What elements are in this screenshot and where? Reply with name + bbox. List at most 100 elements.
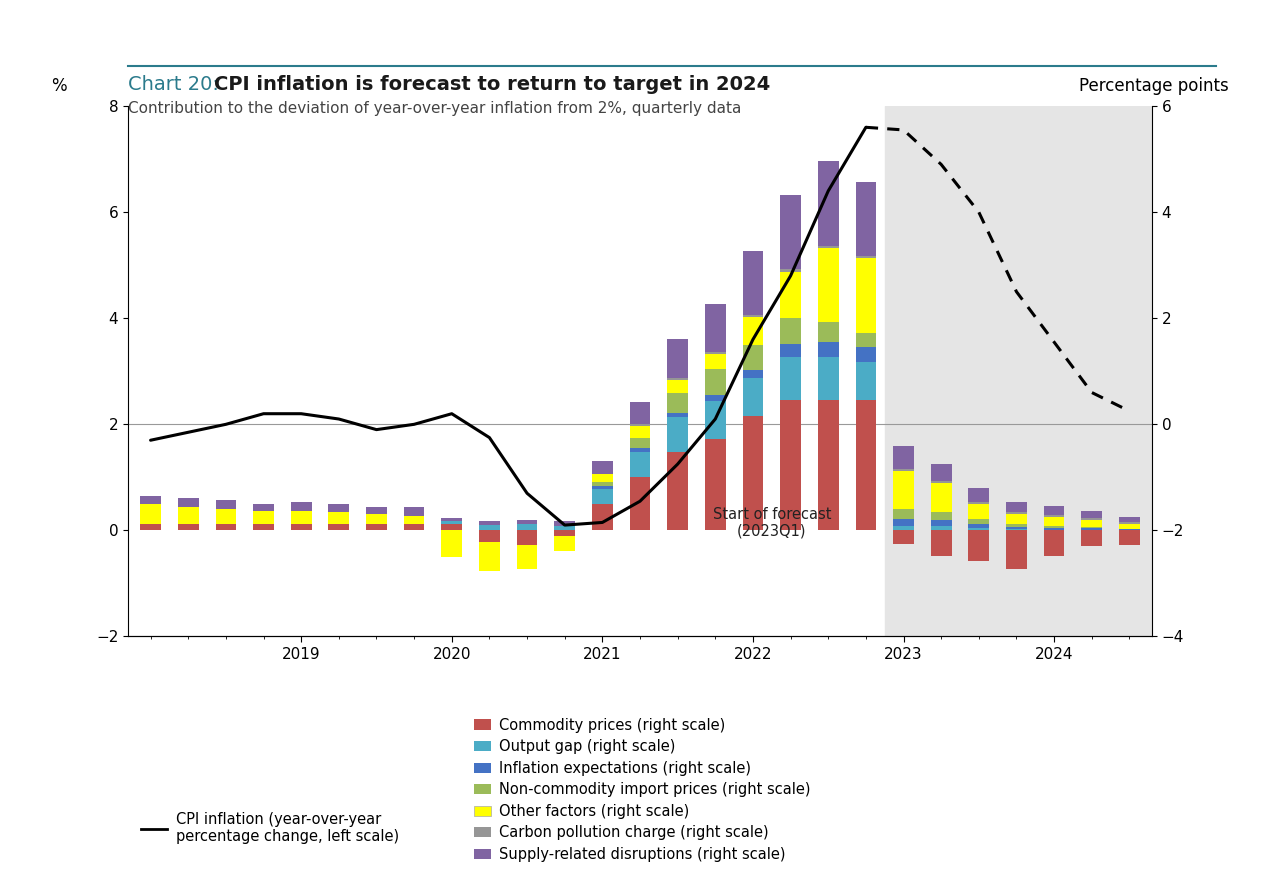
Bar [215, 509, 237, 524]
Bar [893, 471, 914, 509]
Bar [1119, 517, 1139, 522]
Bar [141, 504, 161, 524]
Bar [554, 530, 575, 536]
Bar [442, 530, 462, 557]
Text: Contribution to the deviation of year-over-year inflation from 2%, quarterly dat: Contribution to the deviation of year-ov… [128, 101, 741, 116]
Bar [479, 530, 499, 542]
Bar [630, 424, 650, 426]
Bar [931, 484, 951, 513]
Bar [818, 246, 838, 248]
Bar [969, 524, 989, 529]
Bar [781, 400, 801, 530]
Bar [855, 182, 877, 256]
Legend: CPI inflation (year-over-year
percentage change, left scale): CPI inflation (year-over-year percentage… [136, 806, 404, 850]
Bar [855, 332, 877, 347]
Text: CPI inflation is forecast to return to target in 2024: CPI inflation is forecast to return to t… [214, 75, 771, 94]
Bar [1006, 513, 1027, 514]
Bar [479, 522, 499, 525]
Bar [291, 524, 311, 530]
Bar [969, 489, 989, 502]
Bar [1006, 527, 1027, 530]
Bar [630, 447, 650, 452]
Bar [1006, 530, 1027, 568]
Bar [742, 345, 763, 370]
Bar [178, 498, 198, 507]
Bar [403, 507, 425, 515]
Bar [781, 318, 801, 344]
Bar [1082, 530, 1102, 546]
Bar [591, 461, 613, 474]
Bar [855, 400, 877, 530]
Bar [667, 393, 689, 413]
Bar [630, 477, 650, 530]
Bar [893, 509, 914, 519]
Bar [366, 507, 387, 514]
Bar [253, 504, 274, 511]
Bar [591, 482, 613, 486]
Bar [742, 317, 763, 345]
Bar [291, 502, 311, 511]
Bar [818, 248, 838, 322]
Legend: Commodity prices (right scale), Output gap (right scale), Inflation expectations: Commodity prices (right scale), Output g… [468, 712, 817, 868]
Bar [1006, 524, 1027, 527]
Bar [591, 504, 613, 530]
Bar [818, 161, 838, 246]
Bar [667, 380, 689, 393]
Bar [1043, 506, 1065, 515]
Text: %: % [51, 78, 67, 95]
Bar [705, 304, 726, 352]
Bar [1082, 511, 1102, 518]
Bar [630, 452, 650, 477]
Bar [253, 511, 274, 524]
Bar [742, 370, 763, 378]
Bar [884, 106, 1156, 636]
Bar [403, 515, 425, 524]
Bar [969, 504, 989, 519]
Bar [178, 507, 198, 524]
Text: Chart 20:: Chart 20: [128, 75, 225, 94]
Bar [667, 413, 689, 417]
Bar [366, 514, 387, 524]
Bar [969, 530, 989, 561]
Bar [893, 530, 914, 544]
Bar [1006, 514, 1027, 524]
Bar [215, 524, 237, 530]
Bar [141, 497, 161, 504]
Bar [818, 400, 838, 530]
Bar [931, 526, 951, 530]
Bar [742, 416, 763, 530]
Bar [855, 347, 877, 362]
Bar [329, 505, 349, 513]
Bar [705, 394, 726, 401]
Bar [403, 524, 425, 530]
Bar [1082, 518, 1102, 521]
Bar [931, 463, 951, 481]
Bar [1043, 515, 1065, 517]
Bar [1119, 524, 1139, 529]
Bar [781, 270, 801, 271]
Bar [705, 354, 726, 370]
Bar [591, 486, 613, 489]
Bar [630, 438, 650, 447]
Bar [178, 524, 198, 530]
Bar [329, 513, 349, 524]
Bar [1082, 521, 1102, 527]
Bar [1119, 530, 1139, 545]
Bar [855, 256, 877, 258]
Bar [366, 524, 387, 530]
Bar [931, 530, 951, 556]
Bar [818, 357, 838, 400]
Bar [479, 542, 499, 571]
Bar [969, 519, 989, 524]
Bar [517, 524, 538, 530]
Bar [554, 536, 575, 551]
Bar [1043, 526, 1065, 528]
Bar [781, 195, 801, 270]
Bar [893, 526, 914, 530]
Bar [818, 322, 838, 342]
Bar [1043, 517, 1065, 526]
Bar [742, 251, 763, 315]
Bar [329, 524, 349, 530]
Bar [630, 402, 650, 424]
Bar [781, 271, 801, 318]
